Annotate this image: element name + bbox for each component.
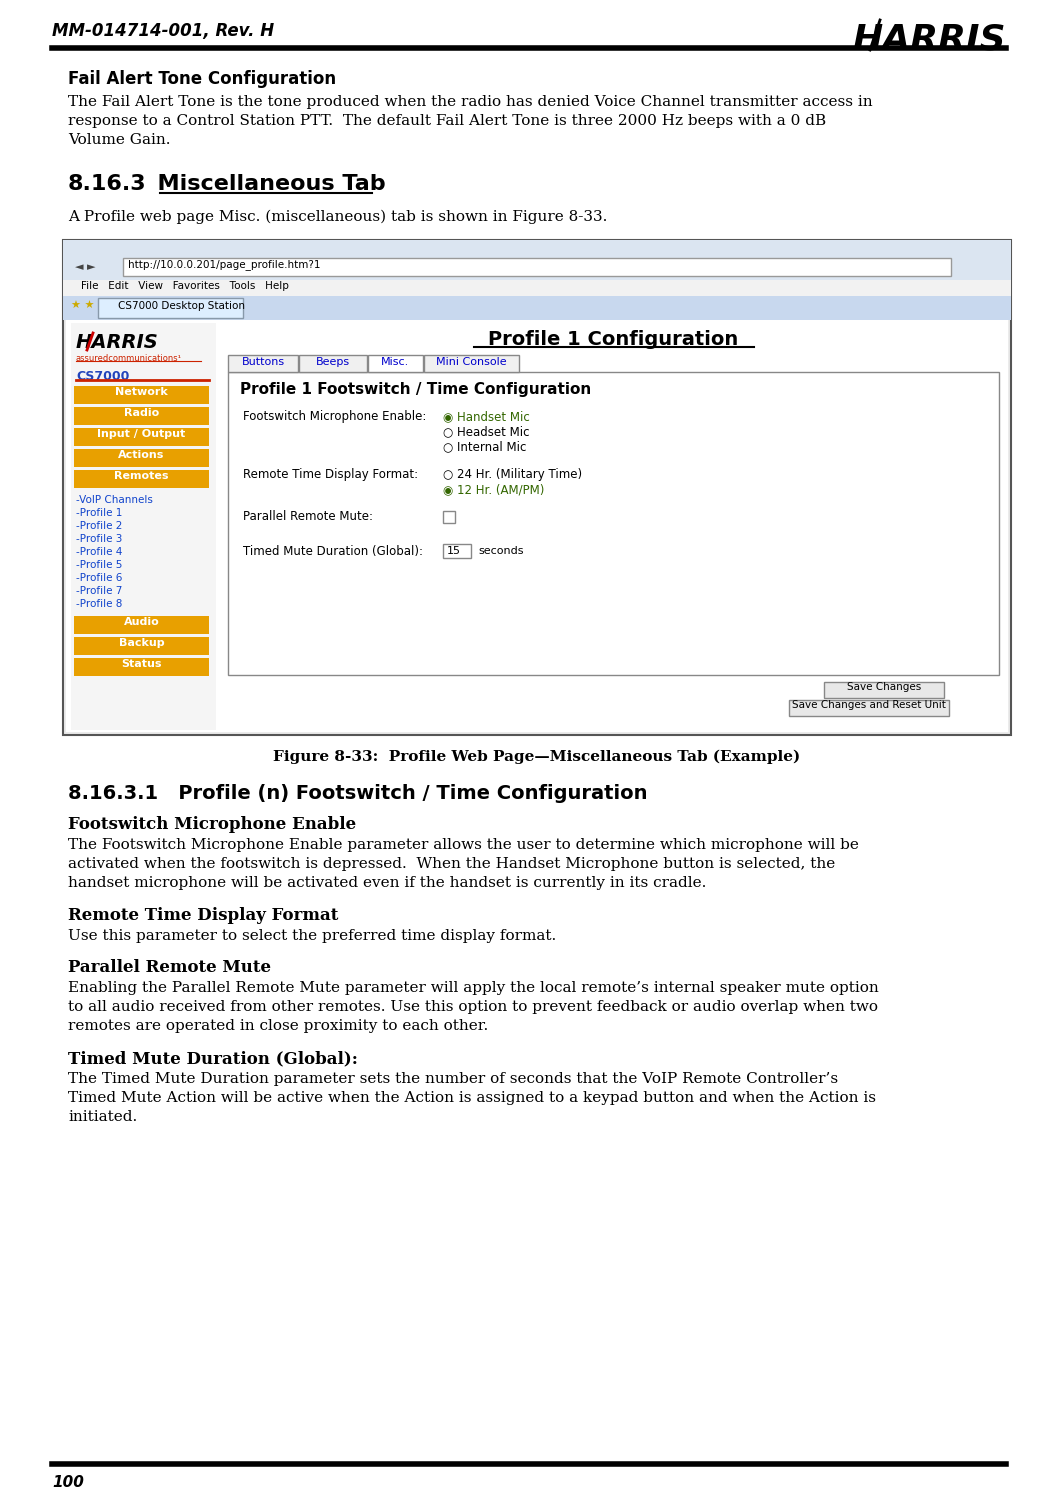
Text: ○ 24 Hr. (Military Time): ○ 24 Hr. (Military Time) <box>443 468 582 482</box>
Text: Use this parameter to select the preferred time display format.: Use this parameter to select the preferr… <box>68 929 557 944</box>
Text: Timed Mute Action will be active when the Action is assigned to a keypad button : Timed Mute Action will be active when th… <box>68 1092 876 1105</box>
Text: ○ Internal Mic: ○ Internal Mic <box>443 439 527 453</box>
Text: ◄ ►: ◄ ► <box>75 263 95 272</box>
Text: Fail Alert Tone Configuration: Fail Alert Tone Configuration <box>68 69 336 88</box>
Text: ○ Headset Mic: ○ Headset Mic <box>443 424 529 438</box>
Text: ◉ Handset Mic: ◉ Handset Mic <box>443 411 530 423</box>
Bar <box>74 448 209 467</box>
Bar <box>74 470 209 488</box>
Text: Mini Console: Mini Console <box>436 356 507 367</box>
Text: 8.16.3: 8.16.3 <box>68 174 147 193</box>
Text: -Profile 2: -Profile 2 <box>76 521 123 532</box>
Text: The Fail Alert Tone is the tone produced when the radio has denied Voice Channel: The Fail Alert Tone is the tone produced… <box>68 95 873 109</box>
Bar <box>123 258 951 276</box>
Bar <box>424 355 519 371</box>
Bar <box>98 297 243 319</box>
Text: ◉ 12 Hr. (AM/PM): ◉ 12 Hr. (AM/PM) <box>443 483 545 495</box>
Text: HARRIS: HARRIS <box>853 23 1006 56</box>
Text: to all audio received from other remotes. Use this option to prevent feedback or: to all audio received from other remotes… <box>68 1000 878 1015</box>
Text: The Footswitch Microphone Enable parameter allows the user to determine which mi: The Footswitch Microphone Enable paramet… <box>68 838 859 852</box>
Text: Status: Status <box>122 658 162 669</box>
Text: assuredcommunications¹: assuredcommunications¹ <box>76 353 182 362</box>
Text: 15: 15 <box>446 547 461 556</box>
Bar <box>74 658 209 676</box>
Text: Backup: Backup <box>118 639 164 648</box>
Bar <box>63 279 1011 296</box>
Bar <box>443 510 455 522</box>
Text: -Profile 8: -Profile 8 <box>76 599 123 609</box>
Text: -Profile 1: -Profile 1 <box>76 507 123 518</box>
Text: -Profile 3: -Profile 3 <box>76 535 123 544</box>
Text: handset microphone will be activated even if the handset is currently in its cra: handset microphone will be activated eve… <box>68 876 707 889</box>
Text: Input / Output: Input / Output <box>97 429 185 439</box>
Text: http://10.0.0.201/page_profile.htm?1: http://10.0.0.201/page_profile.htm?1 <box>128 260 321 270</box>
Text: ★ ★: ★ ★ <box>71 300 94 311</box>
Bar <box>74 427 209 445</box>
Text: seconds: seconds <box>478 547 524 556</box>
Bar <box>63 240 1011 735</box>
Text: CS7000: CS7000 <box>76 370 129 384</box>
Text: Remote Time Display Format: Remote Time Display Format <box>68 908 339 924</box>
Text: response to a Control Station PTT.  The default Fail Alert Tone is three 2000 Hz: response to a Control Station PTT. The d… <box>68 113 826 128</box>
Bar <box>229 355 298 371</box>
Text: The Timed Mute Duration parameter sets the number of seconds that the VoIP Remot: The Timed Mute Duration parameter sets t… <box>68 1072 838 1086</box>
Text: MM-014714-001, Rev. H: MM-014714-001, Rev. H <box>52 23 274 39</box>
Bar <box>74 387 209 405</box>
Text: Beeps: Beeps <box>316 356 350 367</box>
Bar <box>368 355 423 371</box>
Text: activated when the footswitch is depressed.  When the Handset Microphone button : activated when the footswitch is depress… <box>68 858 835 871</box>
Text: Figure 8-33:  Profile Web Page—Miscellaneous Tab (Example): Figure 8-33: Profile Web Page—Miscellane… <box>273 750 801 764</box>
Text: Misc.: Misc. <box>381 356 409 367</box>
Bar <box>66 320 1008 732</box>
Text: Volume Gain.: Volume Gain. <box>68 133 170 146</box>
Text: Parallel Remote Mute: Parallel Remote Mute <box>68 959 271 975</box>
Text: Profile 1 Configuration: Profile 1 Configuration <box>489 331 738 349</box>
Text: Footswitch Microphone Enable: Footswitch Microphone Enable <box>68 815 357 834</box>
Text: -VoIP Channels: -VoIP Channels <box>76 495 152 504</box>
Bar <box>229 371 999 675</box>
Text: Remotes: Remotes <box>114 471 168 482</box>
Text: Save Changes and Reset Unit: Save Changes and Reset Unit <box>792 701 946 710</box>
Text: HARRIS: HARRIS <box>76 334 159 352</box>
Bar <box>74 616 209 634</box>
Bar <box>443 544 471 559</box>
Text: Network: Network <box>115 387 168 397</box>
Bar <box>71 323 216 729</box>
Text: Radio: Radio <box>124 408 159 418</box>
Bar <box>824 683 944 698</box>
Text: Miscellaneous Tab: Miscellaneous Tab <box>142 174 385 193</box>
Text: CS7000 Desktop Station: CS7000 Desktop Station <box>118 300 245 311</box>
Text: Timed Mute Duration (Global):: Timed Mute Duration (Global): <box>243 545 423 559</box>
Bar <box>74 408 209 424</box>
Text: File   Edit   View   Favorites   Tools   Help: File Edit View Favorites Tools Help <box>81 281 289 291</box>
Text: 100: 100 <box>52 1475 84 1490</box>
Text: Actions: Actions <box>118 450 165 461</box>
Bar <box>74 637 209 655</box>
Text: Enabling the Parallel Remote Mute parameter will apply the local remote’s intern: Enabling the Parallel Remote Mute parame… <box>68 982 879 995</box>
Text: remotes are operated in close proximity to each other.: remotes are operated in close proximity … <box>68 1019 488 1033</box>
Text: Profile 1 Footswitch / Time Configuration: Profile 1 Footswitch / Time Configuratio… <box>240 382 591 397</box>
Text: -Profile 4: -Profile 4 <box>76 547 123 557</box>
Text: Buttons: Buttons <box>241 356 285 367</box>
Bar <box>63 296 1011 320</box>
Text: 8.16.3.1   Profile (n) Footswitch / Time Configuration: 8.16.3.1 Profile (n) Footswitch / Time C… <box>68 784 647 803</box>
Text: -Profile 5: -Profile 5 <box>76 560 123 569</box>
Bar <box>63 240 1011 316</box>
Text: Parallel Remote Mute:: Parallel Remote Mute: <box>243 510 373 522</box>
Text: -Profile 7: -Profile 7 <box>76 586 123 596</box>
Text: initiated.: initiated. <box>68 1110 138 1123</box>
Bar <box>789 701 949 716</box>
Bar <box>299 355 367 371</box>
Text: Footswitch Microphone Enable:: Footswitch Microphone Enable: <box>243 411 426 423</box>
Text: Remote Time Display Format:: Remote Time Display Format: <box>243 468 418 482</box>
Text: A Profile web page Misc. (miscellaneous) tab is shown in Figure 8-33.: A Profile web page Misc. (miscellaneous)… <box>68 210 607 225</box>
Text: Audio: Audio <box>124 618 160 627</box>
Text: Timed Mute Duration (Global):: Timed Mute Duration (Global): <box>68 1049 358 1068</box>
Text: -Profile 6: -Profile 6 <box>76 572 123 583</box>
Text: Save Changes: Save Changes <box>846 683 922 692</box>
